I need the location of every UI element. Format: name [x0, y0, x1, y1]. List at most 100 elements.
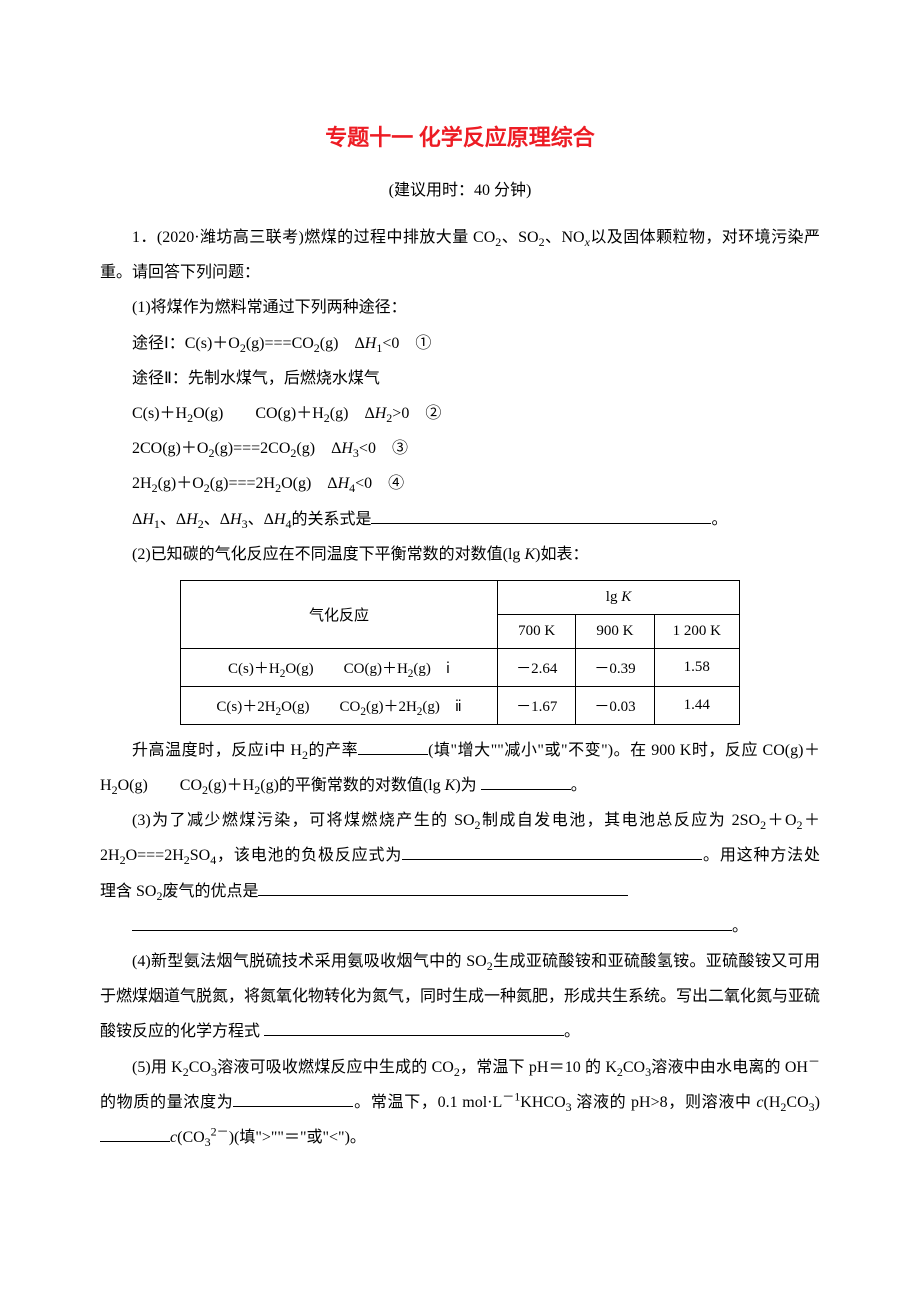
text: (H — [764, 1094, 781, 1111]
blank-compare[interactable] — [100, 1141, 170, 1142]
text: 。 — [571, 777, 587, 794]
text: 溶液的 pH>8，则溶液中 — [572, 1094, 757, 1111]
text: (g)＋O — [158, 475, 204, 492]
text: (g) Δ — [320, 335, 365, 352]
text: 途径Ⅰ：C(s)＋O — [132, 335, 240, 352]
text: ，该电池的负极反应式为 — [216, 847, 402, 864]
text: 1．(2020·潍坊高三联考)燃煤的过程中排放大量 CO — [132, 229, 495, 246]
q1-5: (5)用 K2CO3溶液可吸收燃煤反应中生成的 CO2，常温下 pH＝10 的 … — [100, 1050, 820, 1156]
text: (g)＋H — [208, 777, 254, 794]
header-reaction: 气化反应 — [181, 580, 498, 648]
text: 、Δ — [160, 511, 186, 528]
text: 制成自发电池，其电池总反应为 2SO — [481, 812, 761, 829]
text: 的产率 — [308, 742, 358, 759]
text: (g)===CO — [246, 335, 314, 352]
text: 。常温下，0.1 mol·L — [353, 1094, 502, 1111]
eq2: C(s)＋H2O(g) CO(g)＋H2(g) ΔH2>0 ② — [100, 396, 820, 431]
table-row: C(s)＋2H2O(g) CO2(g)＋2H2(g) ⅱ －1.67 －0.03… — [181, 686, 740, 724]
q1-2-intro: (2)已知碳的气化反应在不同温度下平衡常数的对数值(lg K)如表： — [100, 537, 820, 572]
text: ) — [815, 1094, 820, 1111]
text: CO — [189, 1059, 211, 1076]
text: Δ — [132, 511, 142, 528]
text: 。 — [732, 918, 748, 935]
text: <0 ③ — [359, 440, 408, 457]
equilibrium-table: 气化反应 lg K 700 K 900 K 1 200 K C(s)＋H2O(g… — [180, 580, 740, 725]
row1-v1: －0.39 — [576, 648, 654, 686]
text: 的物质的量浓度为 — [100, 1094, 233, 1111]
text: O(g) CO — [118, 777, 202, 794]
text: 。 — [711, 511, 727, 528]
blank-advantage2[interactable] — [132, 930, 732, 931]
text: )为 — [455, 777, 480, 794]
text: 。 — [564, 1023, 580, 1040]
page-title: 专题十一 化学反应原理综合 — [100, 120, 820, 152]
q1-4: (4)新型氨法烟气脱硫技术采用氨吸收烟气中的 SO2生成亚硫酸铵和亚硫酸氢铵。亚… — [100, 944, 820, 1050]
eq3: 2CO(g)＋O2(g)===2CO2(g) ΔH3<0 ③ — [100, 431, 820, 466]
text: (g)的平衡常数的对数值(lg — [260, 777, 444, 794]
row2-reaction: C(s)＋2H2O(g) CO2(g)＋2H2(g) ⅱ — [181, 686, 498, 724]
text: (5)用 K — [132, 1059, 183, 1076]
text: (g)===2H — [210, 475, 275, 492]
eq4: 2H2(g)＋O2(g)===2H2O(g) ΔH4<0 ④ — [100, 466, 820, 501]
text: CO — [623, 1059, 645, 1076]
text: 2H — [132, 475, 152, 492]
route1: 途径Ⅰ：C(s)＋O2(g)===CO2(g) ΔH1<0 ① — [100, 326, 820, 361]
q1-1-intro: (1)将煤作为燃料常通过下列两种途径： — [100, 290, 820, 325]
page-subtitle: (建议用时：40 分钟) — [100, 176, 820, 200]
text: <0 ① — [382, 335, 431, 352]
text: O===2H — [126, 847, 184, 864]
blank-conc[interactable] — [233, 1106, 353, 1107]
temp-1: 900 K — [576, 614, 654, 648]
blank-lgk[interactable] — [481, 789, 571, 790]
temp-0: 700 K — [498, 614, 576, 648]
table-row: C(s)＋H2O(g) CO(g)＋H2(g) ⅰ －2.64 －0.39 1.… — [181, 648, 740, 686]
blank-neg-electrode[interactable] — [402, 859, 702, 860]
text: ＋O — [766, 812, 796, 829]
row1-v2: 1.58 — [654, 648, 739, 686]
row2-v2: 1.44 — [654, 686, 739, 724]
text: 溶液中由水电离的 OH — [651, 1059, 808, 1076]
text: (4)新型氨法烟气脱硫技术采用氨吸收烟气中的 SO — [132, 953, 487, 970]
text: O(g) Δ — [281, 475, 338, 492]
text: )如表： — [535, 546, 588, 563]
route2-label: 途径Ⅱ：先制水煤气，后燃烧水煤气 — [100, 361, 820, 396]
text: 、Δ — [248, 511, 274, 528]
relation: ΔH1、ΔH2、ΔH3、ΔH4的关系式是。 — [100, 502, 820, 537]
blank-eq-chem[interactable] — [264, 1035, 564, 1036]
q1-2-after: 升高温度时，反应ⅰ中 H2的产率(填"增大""减小"或"不变")。在 900 K… — [100, 733, 820, 803]
text: CO — [786, 1094, 808, 1111]
blank-product[interactable] — [358, 754, 428, 755]
row1-reaction: C(s)＋H2O(g) CO(g)＋H2(g) ⅰ — [181, 648, 498, 686]
text: 、SO — [501, 229, 538, 246]
text: (2)已知碳的气化反应在不同温度下平衡常数的对数值(lg — [132, 546, 524, 563]
text: (g) Δ — [330, 405, 375, 422]
text: 废气的优点是 — [162, 883, 258, 900]
text: KHCO — [520, 1094, 565, 1111]
text: 的关系式是 — [291, 511, 371, 528]
text: >0 ② — [392, 405, 441, 422]
text: (3)为了减少燃煤污染，可将煤燃烧产生的 SO — [132, 812, 475, 829]
text: 升高温度时，反应ⅰ中 H — [132, 742, 302, 759]
text: 、Δ — [204, 511, 230, 528]
text: 、NO — [545, 229, 585, 246]
row2-v1: －0.03 — [576, 686, 654, 724]
text: )(填">""＝"或"<")。 — [229, 1129, 366, 1146]
temp-2: 1 200 K — [654, 614, 739, 648]
text: 溶液可吸收燃煤反应中生成的 CO — [217, 1059, 454, 1076]
text: (CO — [177, 1129, 205, 1146]
text: O(g) CO(g)＋H — [193, 405, 324, 422]
row1-v0: －2.64 — [498, 648, 576, 686]
blank-advantage[interactable] — [258, 895, 628, 896]
text: 2CO(g)＋O — [132, 440, 208, 457]
q1-3-cont: 。 — [100, 909, 820, 944]
blank-relation[interactable] — [371, 523, 711, 524]
text: C(s)＋H — [132, 405, 187, 422]
row2-v0: －1.67 — [498, 686, 576, 724]
text: (g)===2CO — [214, 440, 290, 457]
text: ，常温下 pH＝10 的 K — [460, 1059, 617, 1076]
q1-3: (3)为了减少燃煤污染，可将煤燃烧产生的 SO2制成自发电池，其电池总反应为 2… — [100, 803, 820, 909]
q1-intro: 1．(2020·潍坊高三联考)燃煤的过程中排放大量 CO2、SO2、NOx以及固… — [100, 220, 820, 290]
text: SO — [190, 847, 210, 864]
text: <0 ④ — [355, 475, 404, 492]
text: (g) Δ — [296, 440, 341, 457]
